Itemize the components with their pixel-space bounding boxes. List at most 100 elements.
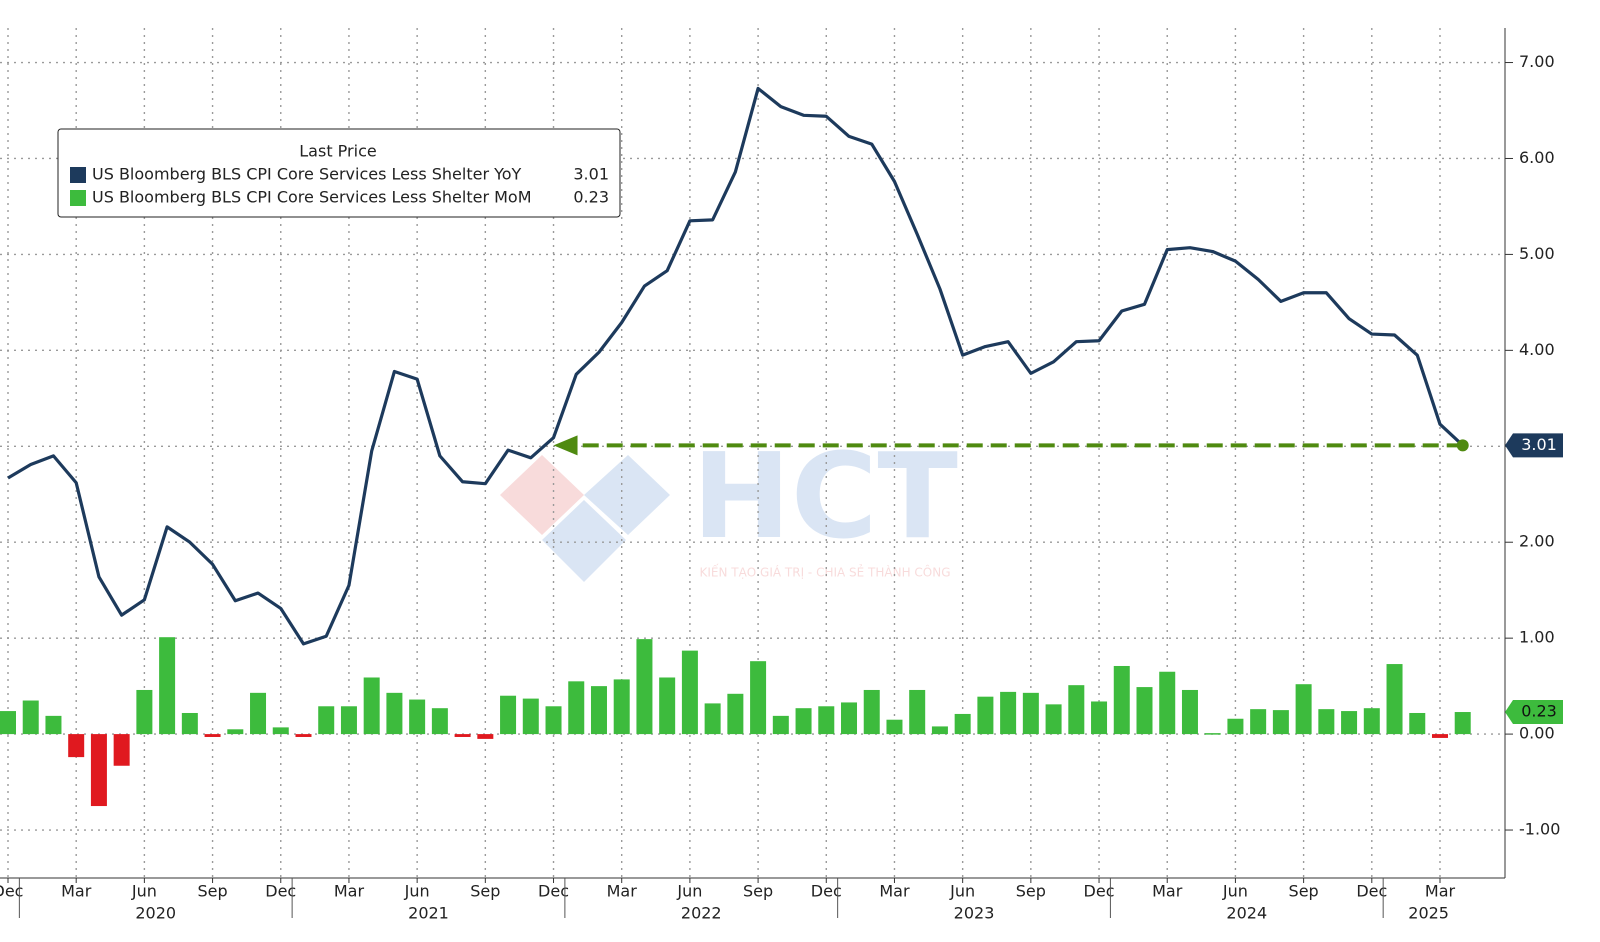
bar xyxy=(1000,691,1017,735)
bar xyxy=(863,689,880,735)
x-tick-label: Sep xyxy=(1016,882,1046,901)
bar xyxy=(227,729,244,735)
year-label: 2025 xyxy=(1408,904,1449,923)
x-tick-label: Mar xyxy=(879,882,910,901)
bar xyxy=(159,637,176,735)
x-tick-label: Dec xyxy=(1084,882,1115,901)
x-tick-label: Sep xyxy=(470,882,500,901)
last-value-label: 0.23 xyxy=(1521,702,1557,721)
x-tick-label: Dec xyxy=(0,882,23,901)
bar xyxy=(772,715,789,735)
last-value-box xyxy=(1505,700,1563,725)
bar xyxy=(1204,733,1221,735)
bar xyxy=(363,677,380,735)
legend-label: US Bloomberg BLS CPI Core Services Less … xyxy=(92,188,532,207)
bar xyxy=(545,706,562,735)
legend: Last Price US Bloomberg BLS CPI Core Ser… xyxy=(57,128,621,218)
year-label: 2023 xyxy=(954,904,995,923)
bar xyxy=(1045,704,1062,735)
watermark-tagline: KIẾN TẠO GIÁ TRỊ - CHIA SẺ THÀNH CÔNG xyxy=(699,564,950,580)
bar xyxy=(1250,709,1267,735)
year-label: 2022 xyxy=(681,904,722,923)
watermark-text: HCT xyxy=(692,427,958,565)
legend-label: US Bloomberg BLS CPI Core Services Less … xyxy=(92,165,522,184)
bar xyxy=(659,677,676,735)
bar xyxy=(181,712,198,735)
bar xyxy=(90,734,107,807)
bar xyxy=(340,706,357,735)
legend-box xyxy=(57,128,621,218)
bar xyxy=(977,696,994,735)
last-value-box xyxy=(1505,433,1563,458)
bar xyxy=(1341,711,1358,735)
bar xyxy=(841,702,858,735)
bar xyxy=(477,734,494,739)
bar xyxy=(386,692,403,735)
bar xyxy=(954,713,971,735)
bar xyxy=(613,679,630,735)
logo-shape xyxy=(500,455,584,535)
line xyxy=(7,86,1464,646)
x-tick-label: Dec xyxy=(538,882,569,901)
legend-swatch xyxy=(70,167,86,183)
bar xyxy=(22,700,39,735)
bar xyxy=(0,711,16,735)
y-tick-label: -1.00 xyxy=(1519,820,1560,839)
y-tick-label: 0.00 xyxy=(1519,724,1555,743)
bar xyxy=(1159,671,1176,735)
bar xyxy=(45,715,62,735)
arrow-end xyxy=(1456,439,1469,452)
bar xyxy=(1431,734,1448,738)
last-value-label: 3.01 xyxy=(1521,435,1557,454)
legend-value: 3.01 xyxy=(573,165,609,184)
bar xyxy=(636,639,653,735)
logo-shape xyxy=(542,500,626,582)
bar xyxy=(1181,689,1198,735)
bar xyxy=(272,727,289,735)
bar xyxy=(795,708,812,735)
bar xyxy=(590,686,607,735)
year-label: 2020 xyxy=(135,904,176,923)
x-tick-label: Dec xyxy=(265,882,296,901)
bar xyxy=(704,703,721,735)
arrow-head xyxy=(553,435,578,456)
bar xyxy=(931,726,948,735)
y-tick-label: 1.00 xyxy=(1519,628,1555,647)
bar xyxy=(454,734,471,737)
bar xyxy=(522,698,539,735)
bar xyxy=(1272,710,1289,735)
bar xyxy=(909,689,926,735)
bar xyxy=(1454,712,1471,735)
bar xyxy=(1318,709,1335,735)
bar xyxy=(1409,712,1426,735)
y-tick-label: 6.00 xyxy=(1519,148,1555,167)
bar xyxy=(113,734,130,766)
bar xyxy=(318,706,335,735)
bar xyxy=(1227,718,1244,735)
x-tick-label: Jun xyxy=(404,882,430,901)
bar xyxy=(1068,685,1085,735)
x-tick-label: Mar xyxy=(607,882,638,901)
x-tick-label: Dec xyxy=(811,882,842,901)
logo-shape xyxy=(584,455,670,535)
bar xyxy=(1295,684,1312,735)
bar xyxy=(295,734,312,737)
y-tick-label: 4.00 xyxy=(1519,340,1555,359)
bar xyxy=(1136,687,1153,735)
x-tick-label: Jun xyxy=(1222,882,1248,901)
x-tick-label: Sep xyxy=(743,882,773,901)
x-tick-label: Sep xyxy=(1289,882,1319,901)
bar xyxy=(1022,692,1039,735)
bar xyxy=(1091,701,1108,735)
year-label: 2024 xyxy=(1226,904,1267,923)
bar xyxy=(409,699,426,735)
bar xyxy=(1113,665,1130,735)
bar xyxy=(500,695,517,735)
y-tick-label: 5.00 xyxy=(1519,244,1555,263)
x-tick-label: Mar xyxy=(1425,882,1456,901)
y-tick-label: 2.00 xyxy=(1519,532,1555,551)
x-tick-label: Jun xyxy=(131,882,157,901)
bar xyxy=(727,693,744,735)
x-tick-label: Mar xyxy=(334,882,365,901)
